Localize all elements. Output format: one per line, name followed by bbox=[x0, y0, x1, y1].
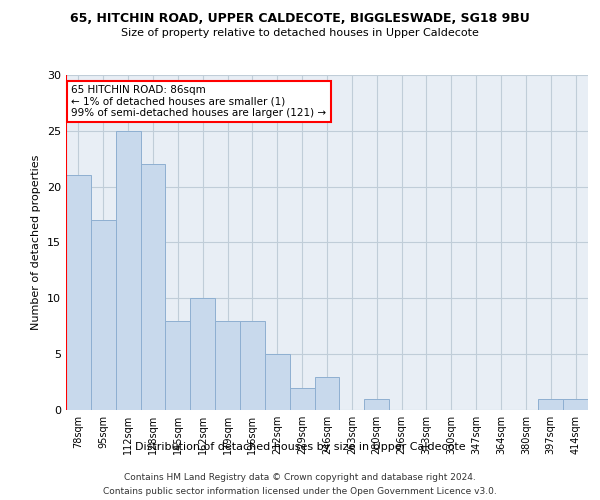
Text: Contains HM Land Registry data © Crown copyright and database right 2024.: Contains HM Land Registry data © Crown c… bbox=[124, 472, 476, 482]
Y-axis label: Number of detached properties: Number of detached properties bbox=[31, 155, 41, 330]
Bar bbox=[215, 320, 240, 410]
Bar bbox=[140, 164, 166, 410]
Bar bbox=[364, 399, 389, 410]
Bar bbox=[91, 220, 116, 410]
Bar bbox=[66, 176, 91, 410]
Bar bbox=[314, 376, 340, 410]
Bar bbox=[290, 388, 314, 410]
Text: 65, HITCHIN ROAD, UPPER CALDECOTE, BIGGLESWADE, SG18 9BU: 65, HITCHIN ROAD, UPPER CALDECOTE, BIGGL… bbox=[70, 12, 530, 26]
Bar bbox=[240, 320, 265, 410]
Text: Size of property relative to detached houses in Upper Caldecote: Size of property relative to detached ho… bbox=[121, 28, 479, 38]
Bar bbox=[116, 131, 140, 410]
Text: 65 HITCHIN ROAD: 86sqm
← 1% of detached houses are smaller (1)
99% of semi-detac: 65 HITCHIN ROAD: 86sqm ← 1% of detached … bbox=[71, 85, 326, 118]
Text: Distribution of detached houses by size in Upper Caldecote: Distribution of detached houses by size … bbox=[134, 442, 466, 452]
Bar bbox=[538, 399, 563, 410]
Bar bbox=[166, 320, 190, 410]
Text: Contains public sector information licensed under the Open Government Licence v3: Contains public sector information licen… bbox=[103, 488, 497, 496]
Bar bbox=[190, 298, 215, 410]
Bar bbox=[563, 399, 588, 410]
Bar bbox=[265, 354, 290, 410]
